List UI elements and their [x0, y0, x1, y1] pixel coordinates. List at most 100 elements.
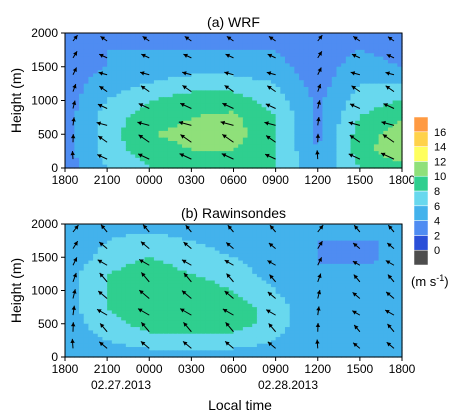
contour-cell — [280, 154, 286, 159]
contour-cell — [177, 110, 183, 115]
contour-cell — [182, 267, 188, 272]
contour-cell — [111, 237, 118, 242]
contour-cell — [144, 120, 150, 125]
contour-cell — [238, 114, 244, 118]
contour-cell — [392, 43, 398, 48]
contour-cell — [200, 224, 207, 228]
contour-cell — [149, 240, 155, 245]
contour-cell — [289, 290, 295, 295]
contour-cell — [196, 141, 202, 145]
contour-cell — [345, 260, 352, 265]
contour-cell — [130, 293, 136, 298]
contour-cell — [242, 124, 249, 129]
contour-cell — [107, 76, 113, 81]
contour-cell — [373, 154, 380, 159]
contour-cell — [359, 230, 366, 235]
contour-cell — [247, 73, 253, 78]
contour-cell — [121, 287, 127, 292]
contour-cell — [144, 300, 150, 305]
contour-cell — [186, 267, 192, 272]
contour-cell — [111, 230, 118, 235]
contour-cell — [345, 263, 352, 268]
contour-cell — [345, 303, 352, 308]
contour-cell — [275, 43, 281, 48]
contour-cell — [369, 83, 375, 88]
contour-cell — [191, 33, 197, 37]
contour-cell — [205, 70, 211, 75]
contour-cell — [317, 237, 324, 242]
contour-cell — [256, 33, 263, 37]
contour-cell — [65, 310, 71, 315]
contour-cell — [341, 290, 347, 295]
contour-cell — [331, 277, 338, 282]
contour-cell — [284, 270, 291, 275]
contour-cell — [219, 90, 225, 95]
contour-cell — [238, 287, 244, 292]
contour-cell — [247, 46, 253, 51]
contour-cell — [135, 114, 141, 118]
contour-cell — [172, 313, 178, 318]
contour-cell — [387, 164, 394, 169]
contour-cell — [167, 53, 174, 58]
contour-cell — [341, 127, 347, 132]
contour-cell — [182, 297, 188, 302]
contour-cell — [210, 267, 216, 272]
contour-cell — [313, 66, 319, 71]
contour-cell — [74, 273, 80, 278]
contour-cell — [125, 250, 132, 255]
contour-cell — [294, 117, 300, 122]
contour-cell — [317, 60, 324, 64]
contour-cell — [121, 87, 127, 91]
contour-cell — [144, 144, 150, 149]
contour-cell — [294, 46, 300, 51]
contour-cell — [275, 247, 281, 252]
contour-cell — [228, 270, 235, 275]
contour-cell — [79, 277, 85, 282]
contour-cell — [79, 157, 85, 162]
contour-cell — [205, 110, 211, 115]
contour-cell — [102, 157, 108, 162]
contour-cell — [139, 164, 146, 169]
contour-cell — [266, 300, 272, 305]
contour-cell — [177, 267, 183, 272]
contour-cell — [149, 117, 155, 122]
contour-cell — [172, 87, 178, 91]
contour-cell — [317, 277, 324, 282]
contour-cell — [317, 313, 324, 318]
contour-cell — [364, 117, 370, 122]
contour-cell — [135, 90, 141, 95]
contour-cell — [289, 76, 295, 81]
contour-cell — [74, 250, 80, 255]
contour-cell — [327, 233, 333, 238]
contour-cell — [284, 303, 291, 308]
contour-cell — [392, 103, 398, 108]
contour-cell — [247, 247, 253, 252]
contour-cell — [275, 250, 281, 255]
contour-cell — [111, 124, 118, 129]
contour-cell — [359, 134, 366, 139]
contour-cell — [397, 237, 403, 242]
contour-cell — [247, 313, 253, 318]
wind-arrow — [268, 35, 276, 42]
contour-cell — [373, 157, 380, 162]
contour-cell — [266, 97, 272, 102]
contour-cell — [149, 83, 155, 88]
contour-cell — [350, 49, 356, 54]
contour-cell — [289, 97, 295, 102]
contour-cell — [107, 250, 113, 255]
contour-cell — [79, 53, 85, 58]
contour-cell — [373, 36, 380, 41]
contour-cell — [125, 151, 132, 156]
contour-cell — [364, 100, 370, 105]
contour-cell — [336, 56, 342, 61]
contour-cell — [331, 130, 338, 135]
contour-cell — [97, 250, 104, 255]
contour-cell — [172, 90, 178, 95]
contour-cell — [270, 43, 277, 48]
contour-cell — [242, 56, 249, 61]
contour-cell — [303, 230, 309, 235]
contour-cell — [378, 46, 384, 51]
contour-cell — [247, 253, 253, 258]
contour-cell — [345, 93, 352, 98]
contour-cell — [294, 141, 300, 145]
